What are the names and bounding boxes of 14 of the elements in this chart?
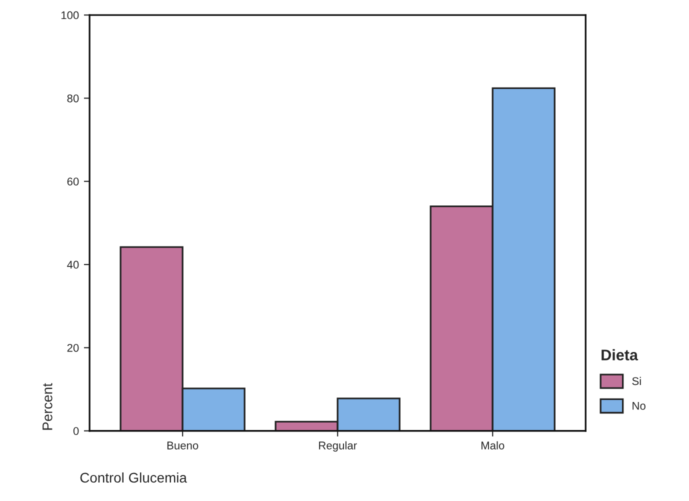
y-tick-label: 100 <box>61 11 79 20</box>
y-tick-label: 0 <box>73 427 79 435</box>
y-tick-label: 60 <box>67 178 79 186</box>
legend-label: Si <box>632 376 641 386</box>
legend-label: No <box>632 402 646 410</box>
y-tick-label: 20 <box>67 344 79 352</box>
x-tick-label: Malo <box>482 441 504 450</box>
x-tick-label: Bueno <box>167 442 198 450</box>
x-tick-label: Regular <box>319 441 357 452</box>
y-tick-label: 80 <box>67 94 79 102</box>
y-axis-title: Percent <box>42 383 52 430</box>
y-tick-label: 40 <box>67 260 79 269</box>
legend-title: Dieta <box>602 349 638 360</box>
x-axis-title: Control Glucemia <box>80 472 187 483</box>
